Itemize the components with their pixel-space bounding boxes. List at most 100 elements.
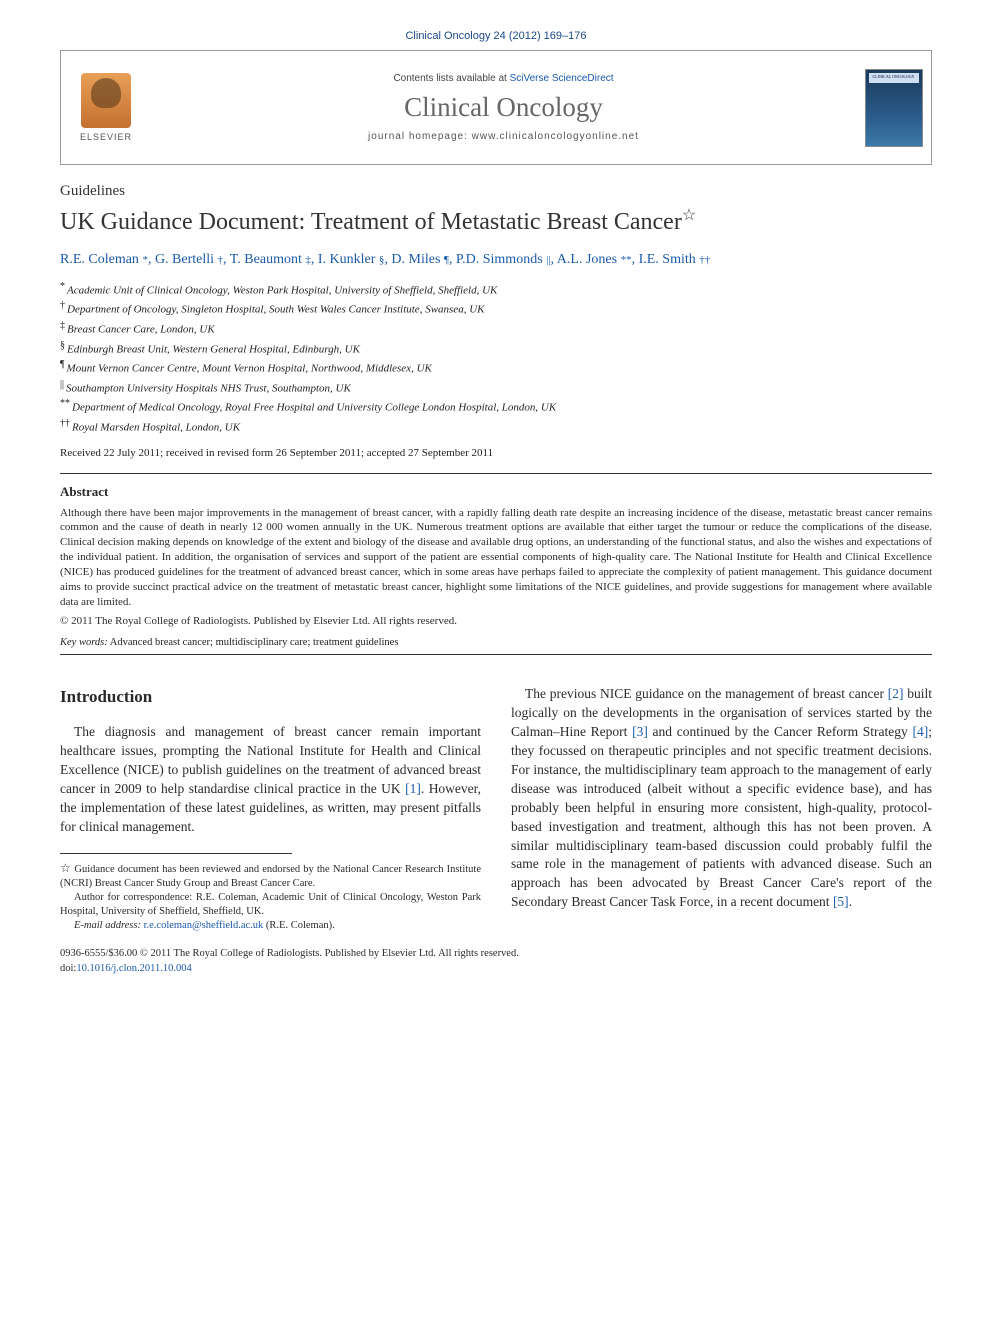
affil-3-text: Edinburgh Breast Unit, Western General H…	[67, 343, 360, 355]
abstract-heading: Abstract	[60, 484, 932, 500]
author-3: I. Kunkler	[318, 252, 376, 267]
author-7: I.E. Smith	[639, 252, 696, 267]
doi-prefix: doi:	[60, 963, 76, 974]
email-label: E-mail address:	[74, 920, 141, 931]
homepage-url[interactable]: www.clinicaloncologyonline.net	[472, 131, 639, 142]
affil-5-text: Southampton University Hospitals NHS Tru…	[66, 382, 351, 394]
author-1: G. Bertelli	[155, 252, 214, 267]
affiliation-3: §Edinburgh Breast Unit, Western General …	[60, 339, 932, 359]
ref-2[interactable]: [2]	[888, 686, 904, 701]
author-5: P.D. Simmonds	[456, 252, 543, 267]
footnote-email: E-mail address: r.e.coleman@sheffield.ac…	[60, 919, 481, 933]
affil-4-sym: ¶	[60, 359, 65, 370]
article-type: Guidelines	[60, 183, 932, 200]
ref-4[interactable]: [4]	[912, 724, 928, 739]
affil-5-sym: ||	[60, 379, 64, 390]
journal-header: ELSEVIER Contents lists available at Sci…	[60, 50, 932, 165]
corr-label: Author for correspondence:	[74, 892, 196, 903]
body-columns: Introduction The diagnosis and managemen…	[60, 685, 932, 933]
affil-3-sym: §	[60, 340, 65, 351]
title-note-symbol: ☆	[682, 207, 696, 224]
title-text: UK Guidance Document: Treatment of Metas…	[60, 209, 682, 235]
footnote-divider	[60, 853, 292, 854]
abstract-copyright: © 2011 The Royal College of Radiologists…	[60, 615, 932, 627]
affil-4-text: Mount Vernon Cancer Centre, Mount Vernon…	[67, 363, 432, 375]
author-7-sym: ††	[699, 254, 710, 266]
sciencedirect-link[interactable]: SciVerse ScienceDirect	[510, 73, 614, 84]
author-4-sym: ¶	[444, 254, 449, 266]
column-left: Introduction The diagnosis and managemen…	[60, 685, 481, 933]
publisher-logo: ELSEVIER	[61, 51, 151, 164]
intro-para-1: The diagnosis and management of breast c…	[60, 723, 481, 836]
journal-cover-icon: CLINICAL ONCOLOGY	[865, 69, 923, 147]
elsevier-tree-icon	[81, 73, 131, 128]
author-2-sym: ‡	[305, 254, 311, 266]
ref-5[interactable]: [5]	[833, 894, 849, 909]
article-history: Received 22 July 2011; received in revis…	[60, 447, 932, 459]
author-0-sym: *	[142, 254, 148, 266]
column-right: The previous NICE guidance on the manage…	[511, 685, 932, 933]
affil-6-sym: **	[60, 398, 70, 409]
col2-para-1: The previous NICE guidance on the manage…	[511, 685, 932, 912]
rule-bottom	[60, 654, 932, 655]
footnote-star-icon: ☆	[60, 861, 71, 875]
ref-1[interactable]: [1]	[405, 781, 421, 796]
affil-0-sym: *	[60, 281, 65, 292]
keywords-text: Advanced breast cancer; multidisciplinar…	[110, 637, 399, 648]
affiliation-5: ||Southampton University Hospitals NHS T…	[60, 378, 932, 398]
email-link[interactable]: r.e.coleman@sheffield.ac.uk	[144, 920, 264, 931]
article-title: UK Guidance Document: Treatment of Metas…	[60, 206, 932, 238]
author-2: T. Beaumont	[230, 252, 302, 267]
affil-1-text: Department of Oncology, Singleton Hospit…	[67, 304, 484, 316]
c2a: The previous NICE guidance on the manage…	[525, 686, 888, 701]
author-5-sym: ||	[546, 254, 550, 266]
affiliations: *Academic Unit of Clinical Oncology, Wes…	[60, 280, 932, 437]
cover-title: CLINICAL ONCOLOGY	[870, 74, 918, 79]
c2c: and continued by the Cancer Reform Strat…	[648, 724, 913, 739]
homepage-line: journal homepage: www.clinicaloncologyon…	[368, 131, 639, 142]
publisher-label: ELSEVIER	[80, 132, 132, 142]
bottom-doi: doi:10.1016/j.clon.2011.10.004	[60, 962, 932, 977]
affil-2-sym: ‡	[60, 320, 65, 331]
affiliation-6: **Department of Medical Oncology, Royal …	[60, 397, 932, 417]
footnote-guidance: ☆ Guidance document has been reviewed an…	[60, 860, 481, 891]
header-center: Contents lists available at SciVerse Sci…	[151, 51, 856, 164]
author-4: D. Miles	[391, 252, 440, 267]
affiliation-1: †Department of Oncology, Singleton Hospi…	[60, 299, 932, 319]
affiliation-7: ††Royal Marsden Hospital, London, UK	[60, 417, 932, 437]
affil-7-sym: ††	[60, 418, 70, 429]
author-6: A.L. Jones	[557, 252, 617, 267]
author-6-sym: **	[621, 254, 632, 266]
c2d: ; they focussed on therapeutic principle…	[511, 724, 932, 909]
bottom-copyright: 0936-6555/$36.00 © 2011 The Royal Colleg…	[60, 947, 932, 962]
bottom-meta: 0936-6555/$36.00 © 2011 The Royal Colleg…	[60, 947, 932, 976]
affiliation-2: ‡Breast Cancer Care, London, UK	[60, 319, 932, 339]
footnote-guidance-text: Guidance document has been reviewed and …	[60, 864, 481, 889]
affiliation-0: *Academic Unit of Clinical Oncology, Wes…	[60, 280, 932, 300]
affil-1-sym: †	[60, 300, 65, 311]
homepage-prefix: journal homepage:	[368, 131, 472, 142]
contents-line: Contents lists available at SciVerse Sci…	[393, 73, 613, 84]
rule-top	[60, 473, 932, 474]
footnotes: ☆ Guidance document has been reviewed an…	[60, 860, 481, 934]
affil-7-text: Royal Marsden Hospital, London, UK	[72, 422, 240, 434]
ref-3[interactable]: [3]	[632, 724, 648, 739]
affil-0-text: Academic Unit of Clinical Oncology, West…	[67, 284, 497, 296]
citation-line: Clinical Oncology 24 (2012) 169–176	[60, 30, 932, 42]
keywords: Key words: Advanced breast cancer; multi…	[60, 637, 932, 648]
keywords-label: Key words:	[60, 637, 108, 648]
footnote-correspondence: Author for correspondence: R.E. Coleman,…	[60, 891, 481, 919]
journal-name: Clinical Oncology	[404, 92, 603, 123]
doi-link[interactable]: 10.1016/j.clon.2011.10.004	[76, 963, 191, 974]
c2e: .	[849, 894, 852, 909]
contents-prefix: Contents lists available at	[393, 73, 509, 84]
intro-heading: Introduction	[60, 685, 481, 709]
abstract-body: Although there have been major improveme…	[60, 506, 932, 610]
authors-line: R.E. Coleman *, G. Bertelli †, T. Beaumo…	[60, 250, 932, 270]
author-0: R.E. Coleman	[60, 252, 139, 267]
author-1-sym: †	[218, 254, 224, 266]
affil-6-text: Department of Medical Oncology, Royal Fr…	[72, 402, 556, 414]
cover-thumbnail-wrap: CLINICAL ONCOLOGY	[856, 51, 931, 164]
affiliation-4: ¶Mount Vernon Cancer Centre, Mount Verno…	[60, 358, 932, 378]
author-3-sym: §	[379, 254, 385, 266]
